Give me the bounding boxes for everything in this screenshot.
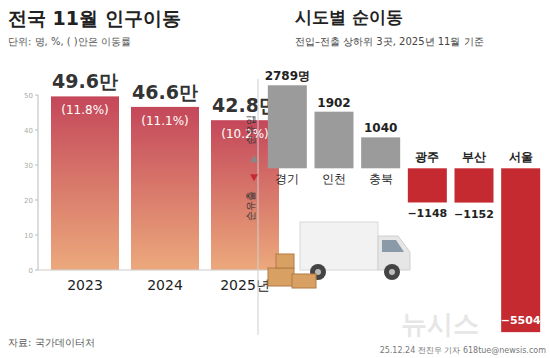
bar xyxy=(361,137,400,168)
box xyxy=(268,268,294,286)
bar xyxy=(315,112,354,169)
value-label: 46.6만 xyxy=(132,81,198,103)
bar xyxy=(131,107,199,270)
y-tick xyxy=(35,235,38,236)
y-tick-label: 50 xyxy=(24,92,33,100)
y-tick xyxy=(35,270,38,271)
title: 전국 11월 인구이동 xyxy=(8,7,181,29)
bar xyxy=(51,96,119,270)
category-label: 충북 xyxy=(369,172,393,186)
truck-cargo xyxy=(300,222,378,270)
value-label: −5504 xyxy=(501,314,541,327)
truck-wheel xyxy=(384,264,400,280)
infographic: 전국 11월 인구이동단위: 명, %, ( )안은 이동률 0 10 20 30 40 5… xyxy=(0,0,550,358)
y-tick xyxy=(35,95,38,96)
up-arrow xyxy=(250,155,258,162)
value-label: −1148 xyxy=(407,207,447,220)
value-label: 2789명 xyxy=(265,69,310,83)
credit: 25.12.24 전진우 기자 618tue@newsis.com xyxy=(380,346,547,355)
y-tick-label: 30 xyxy=(24,162,33,170)
value-label: 49.6만 xyxy=(52,70,118,92)
category-label: 서울 xyxy=(509,150,533,164)
bars xyxy=(51,96,279,270)
category-label: 인천 xyxy=(322,172,346,186)
box xyxy=(276,254,294,268)
truck-hub xyxy=(389,269,395,275)
rate-label: (11.1%) xyxy=(141,114,188,128)
category-label: 부산 xyxy=(462,150,486,164)
bar xyxy=(268,85,307,168)
y-tick-label: 40 xyxy=(24,127,33,135)
box xyxy=(292,274,316,288)
down-arrow xyxy=(250,174,258,181)
truck-illustration xyxy=(268,222,410,288)
y-tick-label: 10 xyxy=(24,232,33,240)
bars xyxy=(268,85,540,332)
category-label: 2023 xyxy=(67,277,103,293)
value-label: −1152 xyxy=(454,208,494,221)
y-tick xyxy=(35,165,38,166)
subtitle: 단위: 명, %, ( )안은 이동률 xyxy=(8,36,131,47)
truck-window xyxy=(382,240,404,252)
y-axis xyxy=(38,95,39,270)
annotation: 순유출 xyxy=(245,191,256,221)
category-label: 2025년 xyxy=(220,277,270,293)
value-label: 1902 xyxy=(317,96,350,110)
y-tick-label: 0 xyxy=(29,267,33,275)
watermark: 뉴시스 xyxy=(401,309,479,339)
category-label: 광주 xyxy=(415,150,439,164)
value-label: 1040 xyxy=(364,121,397,135)
rate-label: (11.8%) xyxy=(61,103,108,117)
annotation: 순유입 xyxy=(245,115,256,145)
bar xyxy=(501,168,540,332)
y-tick xyxy=(35,200,38,201)
category-label: 2024 xyxy=(147,277,183,293)
category-label: 경기 xyxy=(275,172,299,186)
title: 시도별 순이동 xyxy=(295,7,403,27)
subtitle: 전입–전출 상하위 3곳, 2025년 11월 기준 xyxy=(295,36,484,47)
source: 자료: 국가데이터처 xyxy=(8,337,95,348)
bar xyxy=(408,168,447,202)
y-tick-label: 20 xyxy=(24,197,33,205)
y-axis xyxy=(258,79,259,335)
baseline xyxy=(38,270,285,271)
bar xyxy=(455,168,494,202)
y-tick xyxy=(35,130,38,131)
